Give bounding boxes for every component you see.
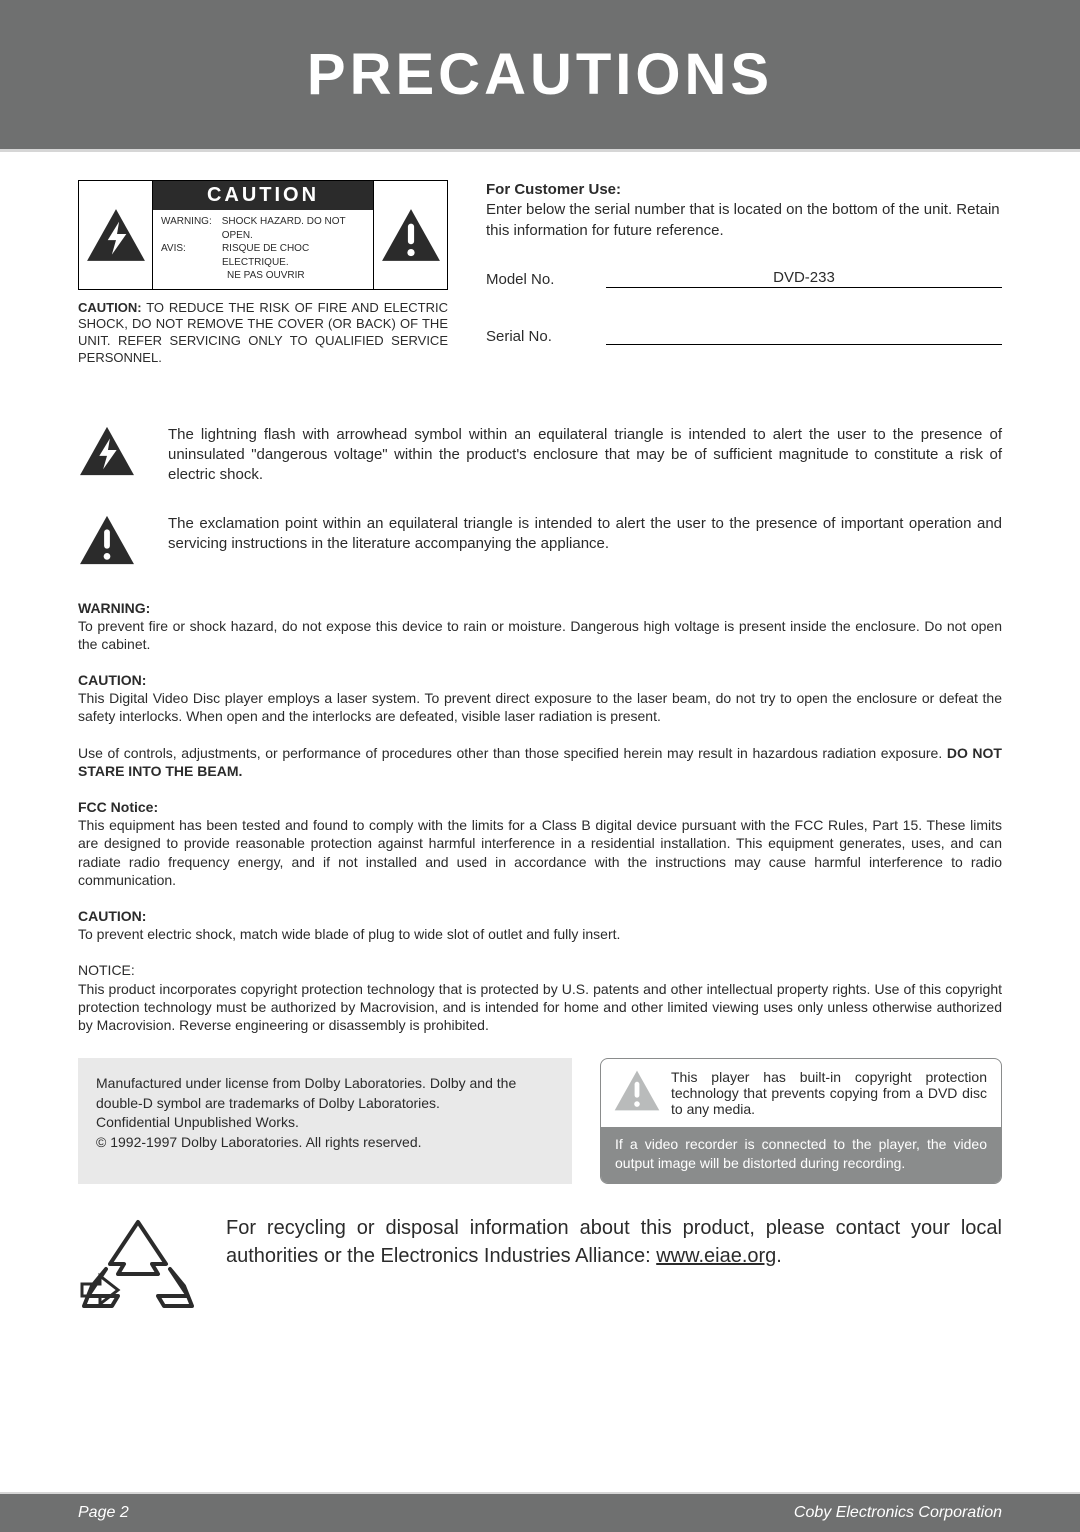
warning-text: SHOCK HAZARD. DO NOT OPEN. — [222, 215, 365, 242]
customer-column: For Customer Use: Enter below the serial… — [486, 180, 1002, 385]
exclamation-triangle-icon — [373, 181, 447, 289]
model-value: DVD-233 — [606, 269, 1002, 288]
warning-section: WARNING: To prevent fire or shock hazard… — [78, 599, 1002, 654]
recycle-text: For recycling or disposal information ab… — [226, 1214, 1002, 1270]
recycle-body: For recycling or disposal information ab… — [226, 1217, 1002, 1267]
symbol-row-excl: The exclamation point within an equilate… — [78, 514, 1002, 571]
warning-body: To prevent fire or shock hazard, do not … — [78, 617, 1002, 653]
avis-text: RISQUE DE CHOC ELECTRIQUE. — [222, 242, 365, 269]
footer-page: Page 2 — [78, 1504, 129, 1522]
fcc-body: This equipment has been tested and found… — [78, 816, 1002, 889]
caution-laser-body2: Use of controls, adjustments, or perform… — [78, 744, 1002, 780]
serial-row: Serial No. — [486, 328, 1002, 345]
dolby-l3: © 1992-1997 Dolby Laboratories. All righ… — [96, 1133, 554, 1153]
footer-company: Coby Electronics Corporation — [794, 1504, 1002, 1522]
bottom-boxes: Manufactured under license from Dolby La… — [78, 1058, 1002, 1184]
caution-bar: CAUTION — [153, 181, 373, 210]
customer-head: For Customer Use: — [486, 181, 621, 198]
symbol-row-bolt: The lightning flash with arrowhead symbo… — [78, 425, 1002, 486]
caution-laser-head: CAUTION: — [78, 671, 1002, 689]
notice-head: NOTICE: — [78, 961, 1002, 979]
copy-bot-text: If a video recorder is connected to the … — [601, 1127, 1001, 1183]
dolby-l1: Manufactured under license from Dolby La… — [96, 1074, 554, 1113]
avis-text2: NE PAS OUVRIR — [227, 269, 305, 283]
warning-head: WARNING: — [78, 599, 1002, 617]
model-row: Model No. DVD-233 — [486, 269, 1002, 288]
warning-label: WARNING: — [161, 215, 214, 242]
fcc-section: FCC Notice: This equipment has been test… — [78, 798, 1002, 889]
footer-band: Page 2 Coby Electronics Corporation — [0, 1492, 1080, 1532]
notice-body: This product incorporates copyright prot… — [78, 980, 1002, 1035]
exclamation-triangle-grey-icon — [613, 1069, 661, 1115]
caution-paragraph: CAUTION: TO REDUCE THE RISK OF FIRE AND … — [78, 300, 448, 368]
caution-small-text: WARNING: SHOCK HAZARD. DO NOT OPEN. AVIS… — [153, 210, 373, 289]
customer-text: Enter below the serial number that is lo… — [486, 201, 1000, 238]
caution-mid: CAUTION WARNING: SHOCK HAZARD. DO NOT OP… — [153, 181, 373, 289]
content: CAUTION WARNING: SHOCK HAZARD. DO NOT OP… — [0, 152, 1080, 1319]
dolby-l2: Confidential Unpublished Works. — [96, 1113, 554, 1133]
copy-top: This player has built-in copyright prote… — [601, 1059, 1001, 1127]
avis-label: AVIS: — [161, 242, 214, 269]
caution-laser-body2a: Use of controls, adjustments, or perform… — [78, 745, 947, 761]
caution-plug-head: CAUTION: — [78, 907, 1002, 925]
bolt-triangle-icon — [78, 425, 136, 482]
bolt-triangle-icon — [79, 181, 153, 289]
fcc-head: FCC Notice: — [78, 798, 1002, 816]
page-title: PRECAUTIONS — [307, 41, 773, 108]
caution-column: CAUTION WARNING: SHOCK HAZARD. DO NOT OP… — [78, 180, 448, 385]
recycle-link: www.eiae.org — [656, 1245, 776, 1267]
notice-section: NOTICE: This product incorporates copyri… — [78, 961, 1002, 1034]
recycle-icon — [78, 1214, 198, 1319]
caution-plug-section: CAUTION: To prevent electric shock, matc… — [78, 907, 1002, 943]
serial-label: Serial No. — [486, 328, 606, 345]
caution-para-label: CAUTION: — [78, 300, 142, 315]
caution-laser-body1: This Digital Video Disc player employs a… — [78, 689, 1002, 725]
caution-laser-section: CAUTION: This Digital Video Disc player … — [78, 671, 1002, 726]
top-row: CAUTION WARNING: SHOCK HAZARD. DO NOT OP… — [78, 180, 1002, 385]
copyright-box: This player has built-in copyright prote… — [600, 1058, 1002, 1184]
serial-value — [606, 343, 1002, 345]
copy-top-text: This player has built-in copyright prote… — [671, 1069, 987, 1117]
model-label: Model No. — [486, 271, 606, 288]
caution-plug-body: To prevent electric shock, match wide bl… — [78, 925, 1002, 943]
header-band: PRECAUTIONS — [0, 0, 1080, 152]
customer-body: For Customer Use: Enter below the serial… — [486, 180, 1002, 241]
exclamation-triangle-icon — [78, 514, 136, 571]
dolby-box: Manufactured under license from Dolby La… — [78, 1058, 572, 1184]
excl-desc: The exclamation point within an equilate… — [168, 514, 1002, 555]
bolt-desc: The lightning flash with arrowhead symbo… — [168, 425, 1002, 486]
caution-box: CAUTION WARNING: SHOCK HAZARD. DO NOT OP… — [78, 180, 448, 290]
recycle-row: For recycling or disposal information ab… — [78, 1214, 1002, 1319]
